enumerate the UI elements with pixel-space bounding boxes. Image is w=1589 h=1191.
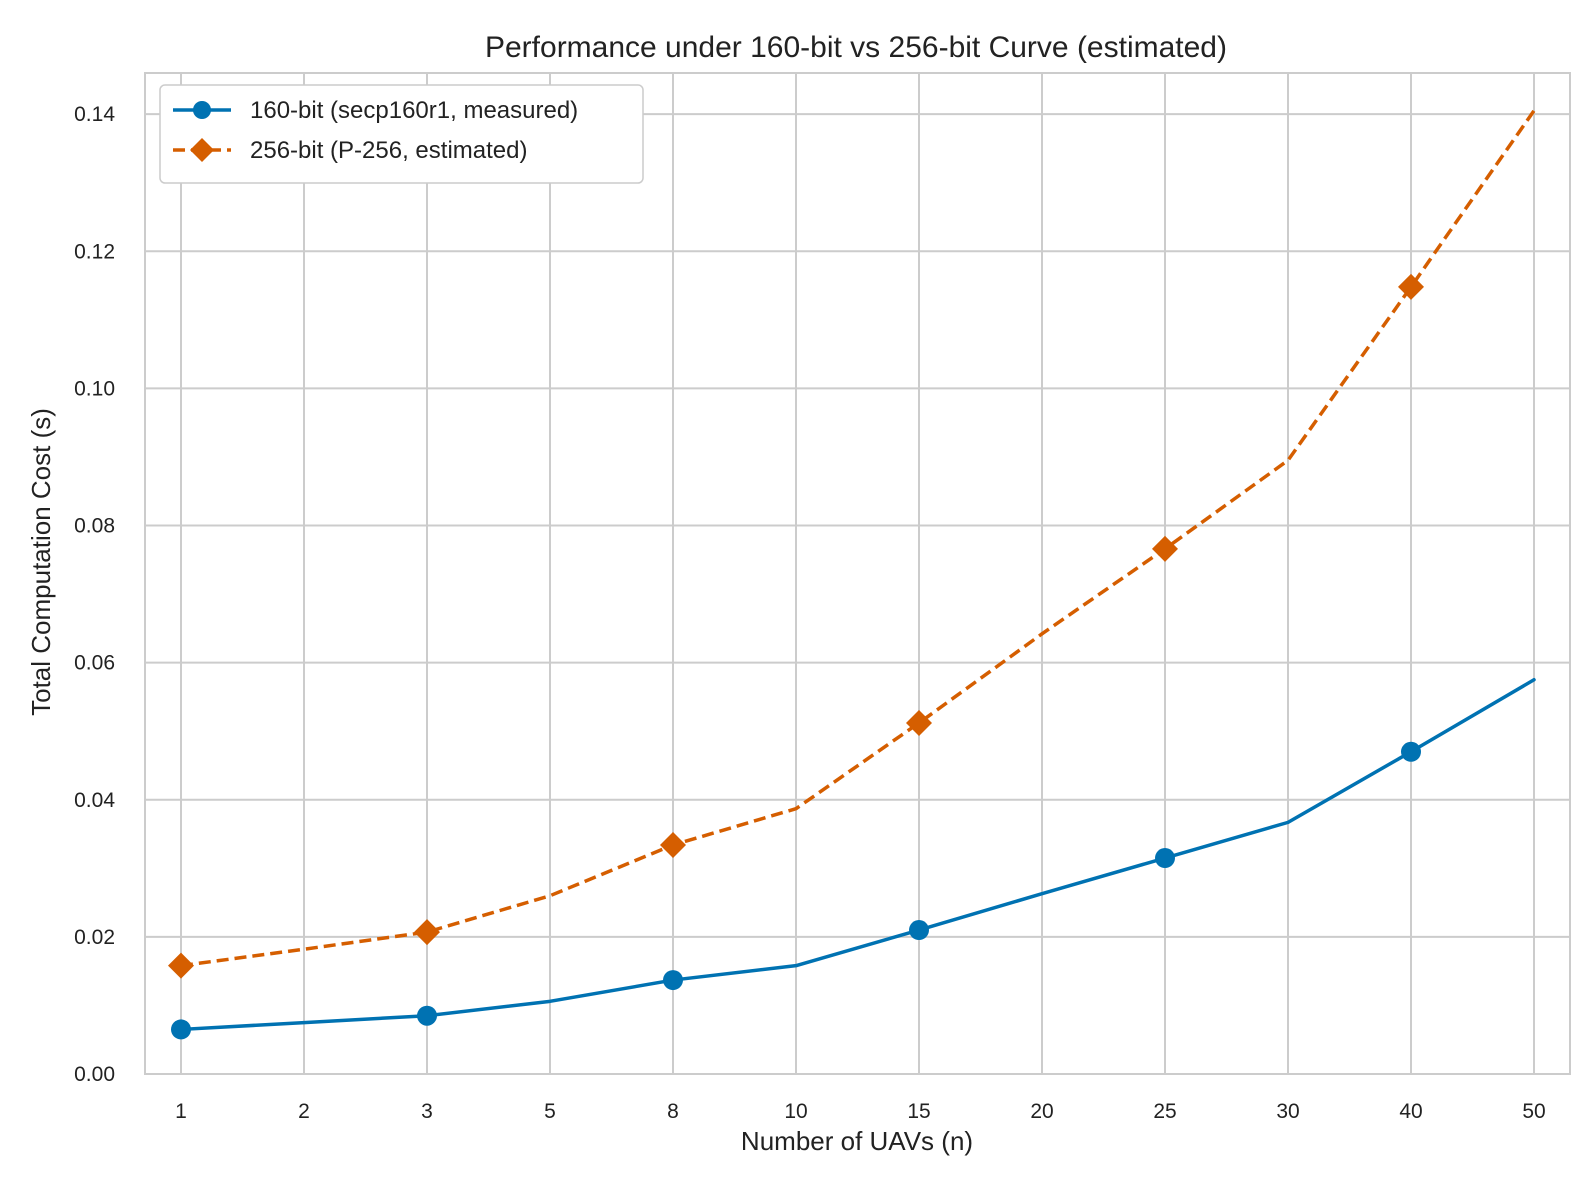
y-axis-label: Total Computation Cost (s) xyxy=(26,408,56,716)
data-point-256-bit xyxy=(660,832,686,859)
y-tick-label: 0.06 xyxy=(74,652,115,675)
data-point-160-bit xyxy=(417,1005,437,1026)
y-tick-label: 0.12 xyxy=(74,240,115,263)
x-tick-label: 20 xyxy=(1030,1100,1053,1123)
data-point-160-bit xyxy=(1155,848,1175,869)
legend-marker-circle xyxy=(193,101,211,119)
data-point-256-bit xyxy=(414,919,440,946)
x-tick-label: 40 xyxy=(1399,1100,1422,1123)
series-line-256-bit xyxy=(180,109,1536,968)
y-tick-label: 0.00 xyxy=(74,1063,115,1086)
x-tick-label: 15 xyxy=(907,1100,930,1123)
data-point-160-bit xyxy=(909,920,929,941)
data-point-160-bit xyxy=(1401,741,1421,762)
x-tick-label: 10 xyxy=(784,1100,807,1123)
x-tick-label: 8 xyxy=(667,1100,679,1123)
data-point-256-bit xyxy=(1398,273,1424,300)
tick-layer: 0.00 0.02 0.04 0.06 0.08 0.10 0.12 0.14 1 2 3 5 8 10 1… xyxy=(74,103,1546,1123)
y-tick-label: 0.14 xyxy=(74,103,115,126)
data-point-256-bit xyxy=(906,709,932,736)
x-tick-label: 1 xyxy=(175,1100,187,1123)
y-tick-label: 0.04 xyxy=(74,789,115,812)
legend-label-160-bit: 160-bit (secp160r1, measured) xyxy=(250,97,578,124)
data-point-256-bit xyxy=(1152,535,1178,562)
series-layer xyxy=(168,109,1536,1040)
y-tick-label: 0.02 xyxy=(74,926,115,949)
x-tick-label: 50 xyxy=(1522,1100,1545,1123)
legend-label-256-bit: 256-bit (P-256, estimated) xyxy=(250,137,527,164)
y-tick-label: 0.08 xyxy=(74,515,115,538)
legend: 160-bit (secp160r1, measured) 256-bit (P… xyxy=(159,84,644,184)
data-point-256-bit xyxy=(168,952,194,979)
data-point-160-bit xyxy=(171,1019,191,1040)
x-tick-label: 2 xyxy=(298,1100,310,1123)
legend-frame xyxy=(159,84,644,184)
y-tick-label: 0.10 xyxy=(74,377,115,400)
x-axis-label: Number of UAVs (n) xyxy=(741,1126,973,1156)
x-tick-label: 30 xyxy=(1276,1100,1299,1123)
x-tick-label: 3 xyxy=(421,1100,433,1123)
x-tick-label: 25 xyxy=(1153,1100,1176,1123)
data-point-160-bit xyxy=(663,970,683,991)
legend-marker-diamond xyxy=(190,138,214,162)
chart-title: Performance under 160-bit vs 256-bit Cur… xyxy=(485,31,1227,64)
x-tick-label: 5 xyxy=(544,1100,556,1123)
series-line-160-bit xyxy=(179,678,1536,1032)
plot-frame xyxy=(144,72,1571,1075)
